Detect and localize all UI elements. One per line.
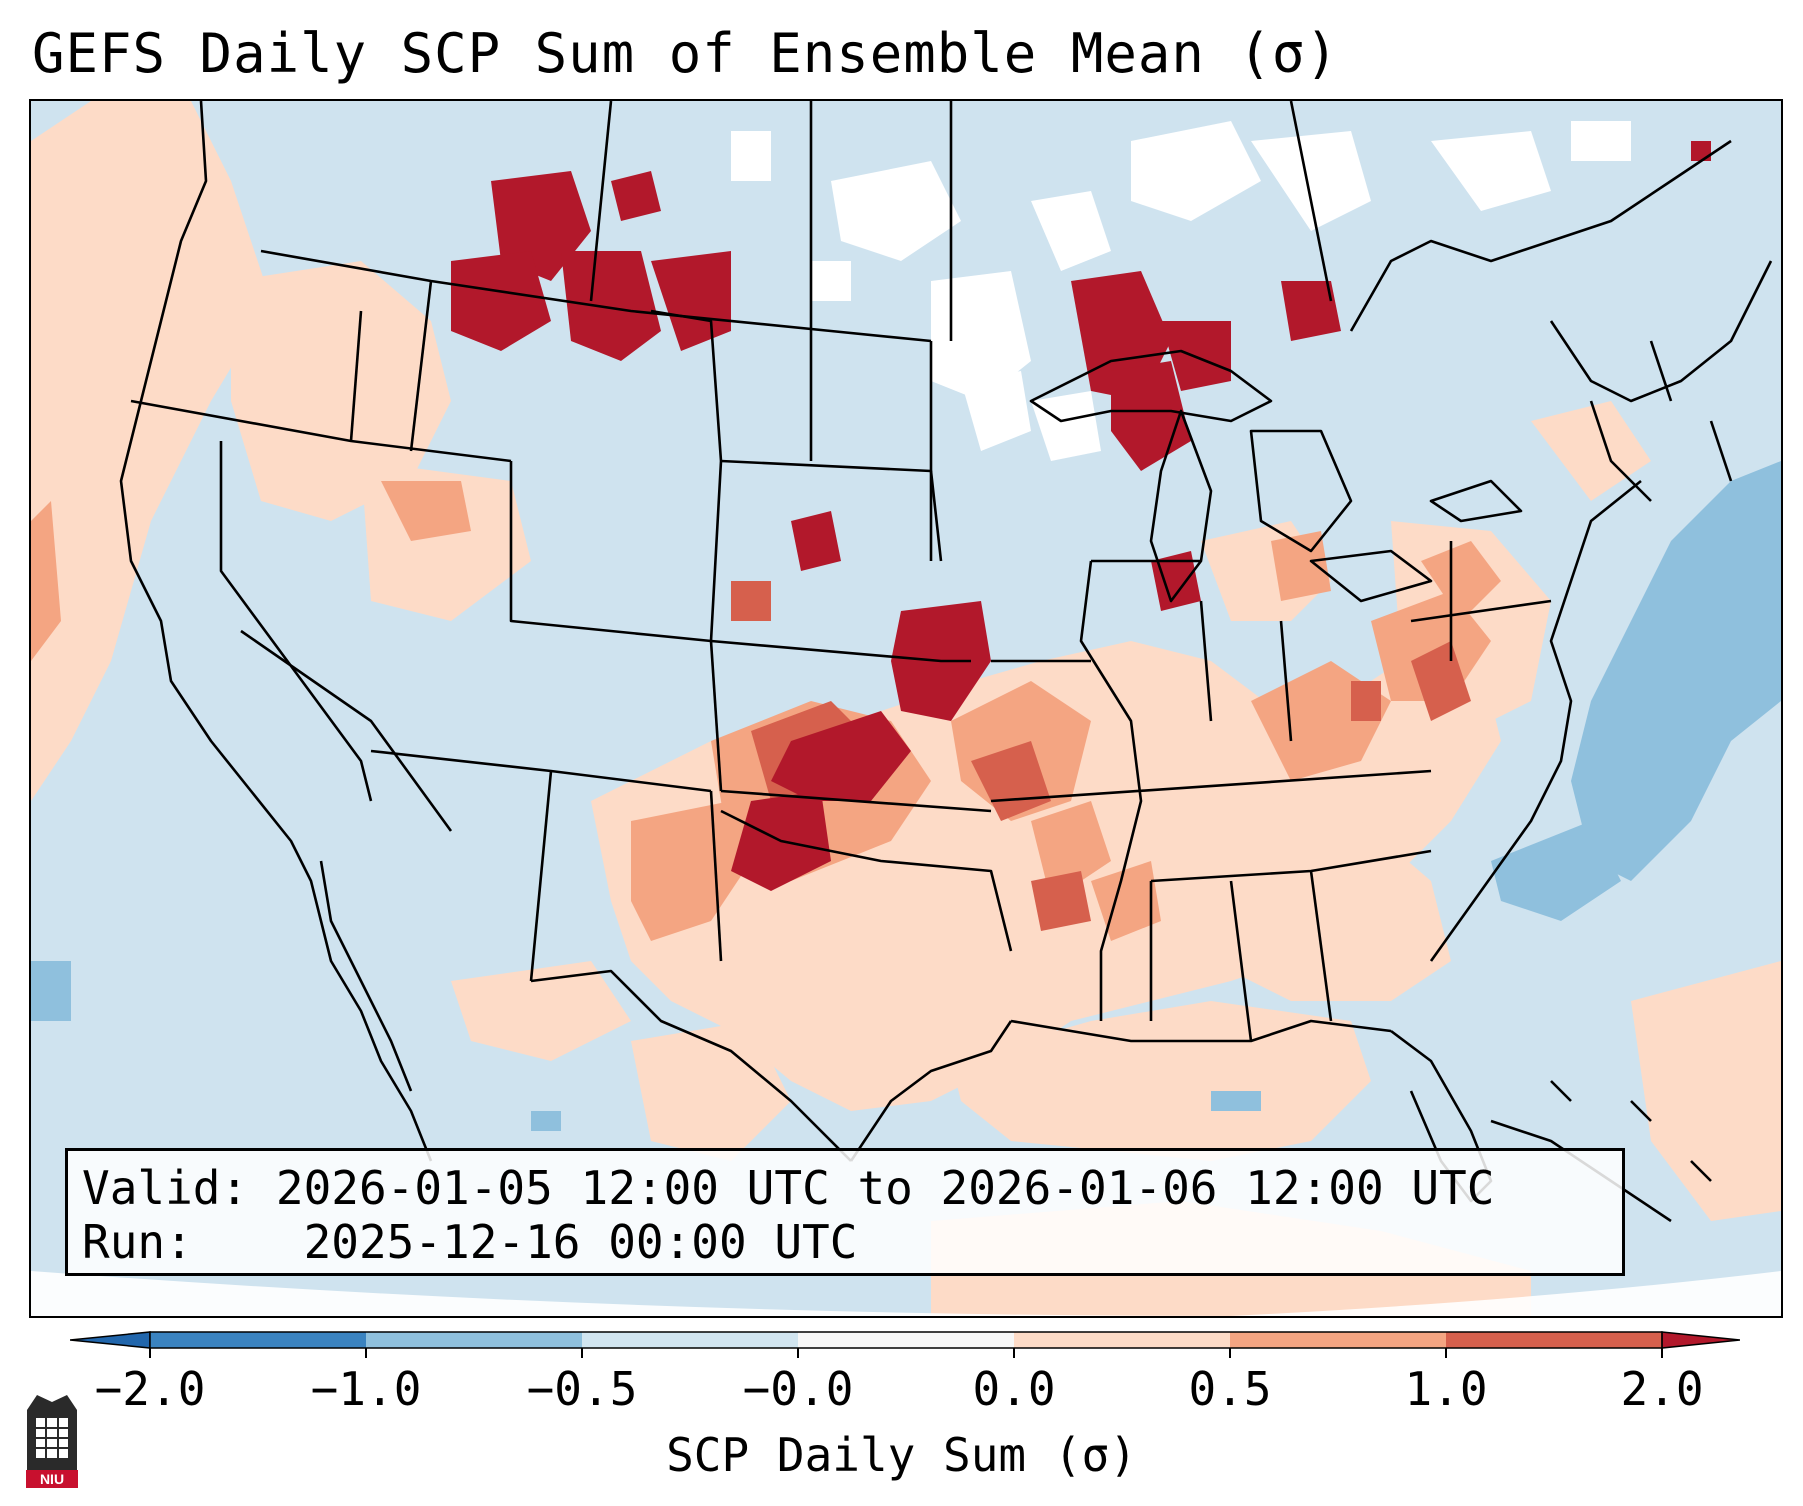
colorbar-tick-label: −0.0 [742,1362,854,1416]
colorbar-label: SCP Daily Sum (σ) [666,1428,1137,1482]
colorbar-tick-label: 2.0 [1620,1362,1704,1416]
valid-label: Valid: [82,1161,249,1215]
colorbar-tick-label: −1.0 [310,1362,422,1416]
colorbar-outline [149,1331,1663,1349]
map-edge-right [1231,1271,1781,1316]
niu-logo: NIU [26,1395,78,1488]
colorbar-segment-1 [150,1332,366,1348]
coastlines-and-borders [119,101,1773,1223]
colorbar-extend-high [1661,1331,1740,1349]
colorbar-tick-label: −0.5 [526,1362,638,1416]
colorbar [70,1331,1740,1358]
run-label: Run: [82,1215,193,1269]
map-panel [29,99,1783,1318]
colorbar-tick-marks [149,1348,1663,1358]
colorbar-segment-4 [798,1332,1014,1348]
chart-title: GEFS Daily SCP Sum of Ensemble Mean (σ) [32,22,1339,85]
colorbar-tick-label: −2.0 [94,1362,206,1416]
colorbar-segment-7 [1446,1332,1662,1348]
colorbar-segment-5 [1014,1332,1230,1348]
colorbar-tick-label: 0.0 [972,1362,1056,1416]
run-time: 2025-12-16 00:00 UTC [303,1215,858,1269]
colorbar-segment-2 [366,1332,582,1348]
map-edge-left [31,1271,1231,1316]
colorbar-tick-label: 0.5 [1188,1362,1272,1416]
moderate-negative-areas [31,461,1781,1131]
colorbar-tick-label: 1.0 [1404,1362,1488,1416]
niu-logo-text: NIU [40,1471,64,1487]
colorbar-segment-6 [1230,1332,1446,1348]
near-zero-negative-areas [731,121,1631,461]
valid-run-info-box: Valid: 2026-01-05 12:00 UTC to 2026-01-0… [65,1148,1625,1276]
colorbar-extend-low [70,1331,151,1349]
scp-map [31,101,1781,1316]
valid-time-range: 2026-01-05 12:00 UTC to 2026-01-06 12:00… [275,1161,1495,1215]
colorbar-segment-3 [582,1332,798,1348]
